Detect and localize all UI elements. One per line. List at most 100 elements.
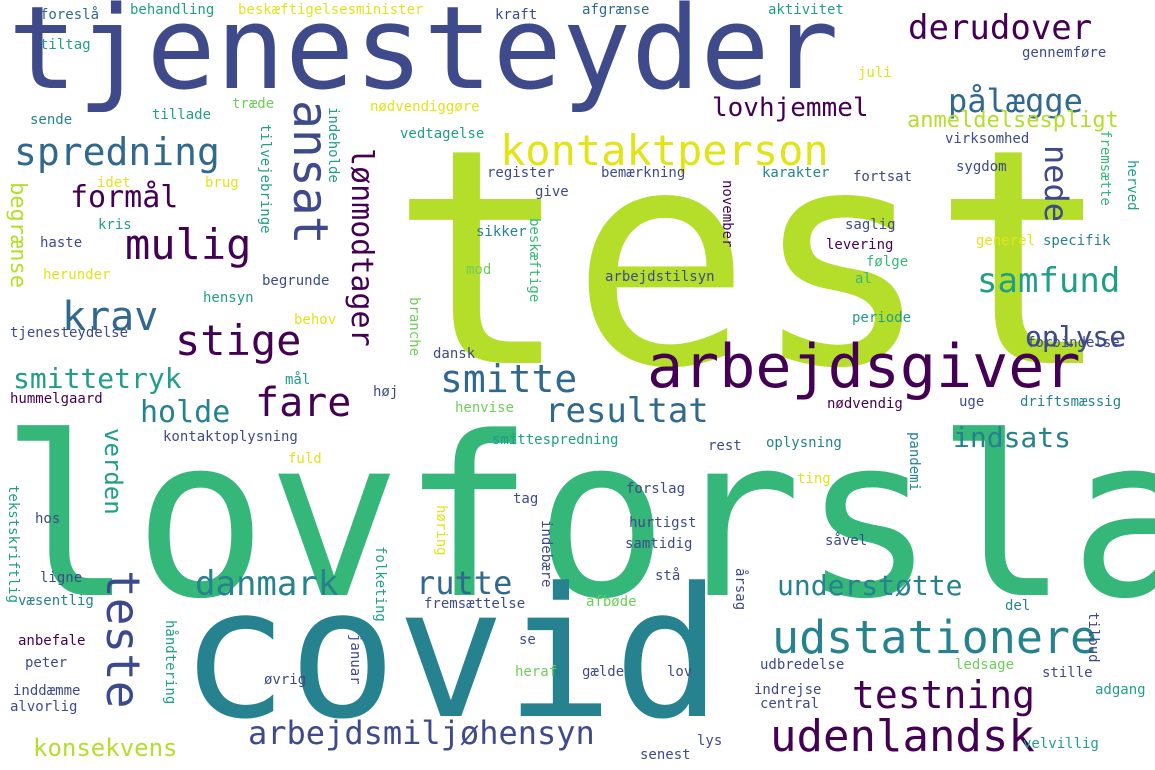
- word-aktivitet: aktivitet: [768, 2, 844, 18]
- word-del: del: [1005, 598, 1031, 614]
- word-indeholde: indeholde: [325, 107, 341, 183]
- word-ansat: ansat: [282, 100, 338, 245]
- word-branche: branche: [406, 297, 422, 357]
- word-hensyn: hensyn: [203, 290, 254, 306]
- word-rutte: rutte: [416, 564, 513, 602]
- word-henvise: henvise: [455, 400, 515, 416]
- word-understotte: understøtte: [777, 569, 963, 602]
- word-fortsat: fortsat: [853, 169, 913, 185]
- word-tjenesteydelse: tjenesteydelse: [10, 325, 129, 341]
- word-oplyse: oplyse: [1025, 320, 1127, 353]
- word-alvorlig: alvorlig: [10, 699, 78, 715]
- word-folge: følge: [866, 254, 909, 270]
- word-tilbud: tilbud: [1085, 612, 1101, 663]
- word-virksomhed: virksomhed: [945, 131, 1030, 147]
- word-fuld: fuld: [288, 451, 322, 467]
- word-hoj: høj: [373, 384, 399, 400]
- word-arbejdsgiver: arbejdsgiver: [647, 332, 1081, 402]
- word-vaesentlig: væsentlig: [18, 593, 94, 609]
- word-testning: testning: [852, 673, 1036, 717]
- word-register: register: [487, 165, 555, 181]
- word-indrejse: indrejse: [754, 682, 822, 698]
- word-fremsaettelse: fremsættelse: [424, 596, 526, 612]
- word-anmeldelsespligt: anmeldelsespligt: [907, 108, 1119, 133]
- word-nede: nede: [1037, 145, 1075, 223]
- word-central: central: [760, 696, 820, 712]
- word-gennemfore: gennemføre: [1022, 45, 1107, 61]
- word-juli: juli: [858, 65, 892, 81]
- word-sta: stå: [655, 568, 681, 584]
- word-mod: mod: [466, 262, 492, 278]
- word-uge: uge: [959, 394, 985, 410]
- word-ledsage: ledsage: [955, 657, 1015, 673]
- word-hurtigst: hurtigst: [629, 515, 697, 531]
- word-stille: stille: [1042, 665, 1093, 681]
- word-foresla: foreslå: [40, 7, 100, 23]
- word-karakter: karakter: [762, 165, 830, 181]
- word-begrunde: begrunde: [262, 273, 330, 289]
- word-afbode: afbøde: [586, 594, 637, 610]
- word-tjenesteyder: tjenesteyder: [8, 0, 839, 116]
- word-savel: såvel: [825, 533, 868, 549]
- word-oplysning: oplysning: [766, 435, 842, 451]
- word-fare: fare: [255, 380, 352, 426]
- word-horing: høring: [433, 505, 449, 556]
- word-palaegge: pålægge: [948, 82, 1083, 120]
- word-test: test: [390, 85, 1113, 434]
- word-periode: periode: [852, 310, 912, 326]
- word-tillade: tillade: [152, 107, 212, 123]
- word-derudover: derudover: [908, 8, 1093, 48]
- word-give: give: [535, 184, 569, 200]
- word-fremsaette: fremsætte: [1097, 130, 1113, 206]
- word-behov: behov: [294, 312, 337, 328]
- word-velvillig: velvillig: [1023, 736, 1099, 752]
- word-hummelgaard: hummelgaard: [10, 391, 103, 407]
- word-ting: ting: [797, 471, 831, 487]
- word-ovrig: øvrig: [264, 672, 307, 688]
- word-holde: holde: [140, 395, 231, 430]
- word-bemaerkning: bemærkning: [601, 165, 686, 181]
- word-lovforslag: lovforslag: [0, 390, 1155, 648]
- word-beskaeftige: beskæftige: [526, 218, 542, 303]
- word-haste: haste: [40, 235, 83, 251]
- word-lovhjemmel: lovhjemmel: [712, 93, 869, 123]
- word-hos: hos: [35, 511, 61, 527]
- word-specifik: specifik: [1043, 233, 1111, 249]
- word-forslag: forslag: [626, 481, 686, 497]
- word-adgang: adgang: [1095, 682, 1146, 698]
- word-udstationere: udstationere: [772, 611, 1098, 664]
- word-arsag: årsag: [732, 568, 748, 611]
- word-inddaemme: inddæmme: [13, 683, 81, 699]
- word-tekstskriftlig: tekstskriftlig: [5, 485, 21, 604]
- word-traede: træde: [232, 96, 275, 112]
- word-beskaeftigelsesminister: beskæftigelsesminister: [238, 2, 424, 18]
- word-behandling: behandling: [130, 2, 215, 18]
- word-handtering: håndtering: [162, 620, 178, 705]
- word-smitte: smitte: [440, 357, 578, 401]
- word-udenlandsk: udenlandsk: [770, 711, 1035, 762]
- word-se: se: [519, 632, 536, 648]
- word-arbejdsmiljohensyn: arbejdsmiljøhensyn: [248, 714, 595, 752]
- word-herved: herved: [1124, 160, 1140, 211]
- word-gaelde: gælde: [582, 664, 625, 680]
- word-nodvendig: nødvendig: [827, 396, 903, 412]
- word-konsekvens: konsekvens: [33, 734, 178, 762]
- word-anbefale: anbefale: [18, 633, 86, 649]
- word-sikker: sikker: [476, 224, 527, 240]
- word-forbindelse: forbindelse: [1027, 335, 1120, 351]
- word-november: november: [719, 180, 735, 248]
- word-smittespredning: smittespredning: [492, 432, 619, 448]
- word-sende: sende: [30, 112, 73, 128]
- word-brug: brug: [205, 175, 239, 191]
- word-lonmodtager: lønmodtager: [344, 148, 379, 347]
- word-driftsmaessig: driftsmæssig: [1020, 394, 1122, 410]
- word-teste: teste: [96, 570, 150, 709]
- word-samtidig: samtidig: [625, 536, 693, 552]
- word-kontaktperson: kontaktperson: [500, 126, 829, 175]
- word-kris: kris: [98, 217, 132, 233]
- word-ligne: ligne: [40, 570, 83, 586]
- word-dansk: dansk: [433, 346, 476, 362]
- word-rest: rest: [708, 438, 742, 454]
- word-begraense: begrænse: [5, 182, 30, 288]
